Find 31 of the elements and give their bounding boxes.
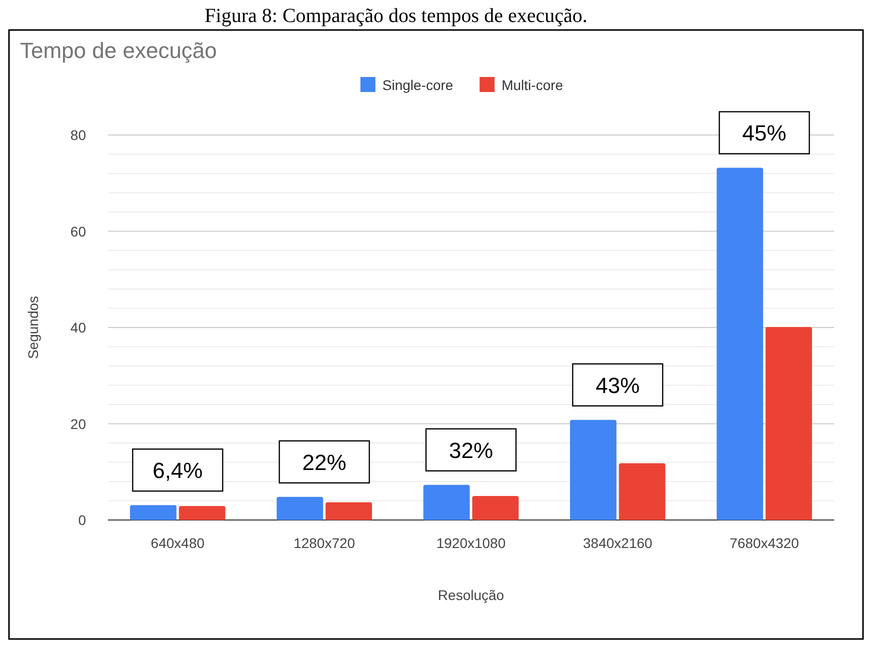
bar xyxy=(178,506,226,520)
annotation: 6,4% xyxy=(152,458,203,484)
y-axis-title: Segundos xyxy=(25,296,41,360)
bar xyxy=(130,505,176,520)
x-tick-label: 1280x720 xyxy=(294,535,356,551)
y-tick-label: 80 xyxy=(70,127,86,143)
y-tick-label: 0 xyxy=(78,512,86,528)
x-tick-label: 640x480 xyxy=(150,535,205,551)
bar xyxy=(472,496,519,520)
bar xyxy=(326,502,372,520)
legend-label: Multi-core xyxy=(502,77,564,93)
bar xyxy=(423,484,470,520)
legend-label: Single-core xyxy=(382,77,454,93)
x-tick-label: 3840x2160 xyxy=(583,535,653,551)
bar xyxy=(276,496,324,520)
y-tick-label: 20 xyxy=(70,416,86,432)
text: Figura 8: Comparação dos tempos de execução. xyxy=(204,5,588,27)
annotation: 45% xyxy=(742,120,786,146)
annotation: 32% xyxy=(448,438,494,463)
y-tick-label: 40 xyxy=(70,320,86,336)
bar xyxy=(766,327,812,520)
bar xyxy=(716,168,764,520)
x-tick-label: 1920x1080 xyxy=(436,535,506,551)
x-tick-label: 7680x4320 xyxy=(730,535,800,551)
annotation: 22% xyxy=(302,450,346,475)
y-tick-label: 60 xyxy=(70,223,86,240)
bar xyxy=(618,463,666,520)
annotation: 43% xyxy=(596,372,640,398)
x-axis-title: Resolução xyxy=(438,587,504,603)
bar xyxy=(570,420,616,520)
chart-title: Tempo de execução xyxy=(20,38,217,63)
